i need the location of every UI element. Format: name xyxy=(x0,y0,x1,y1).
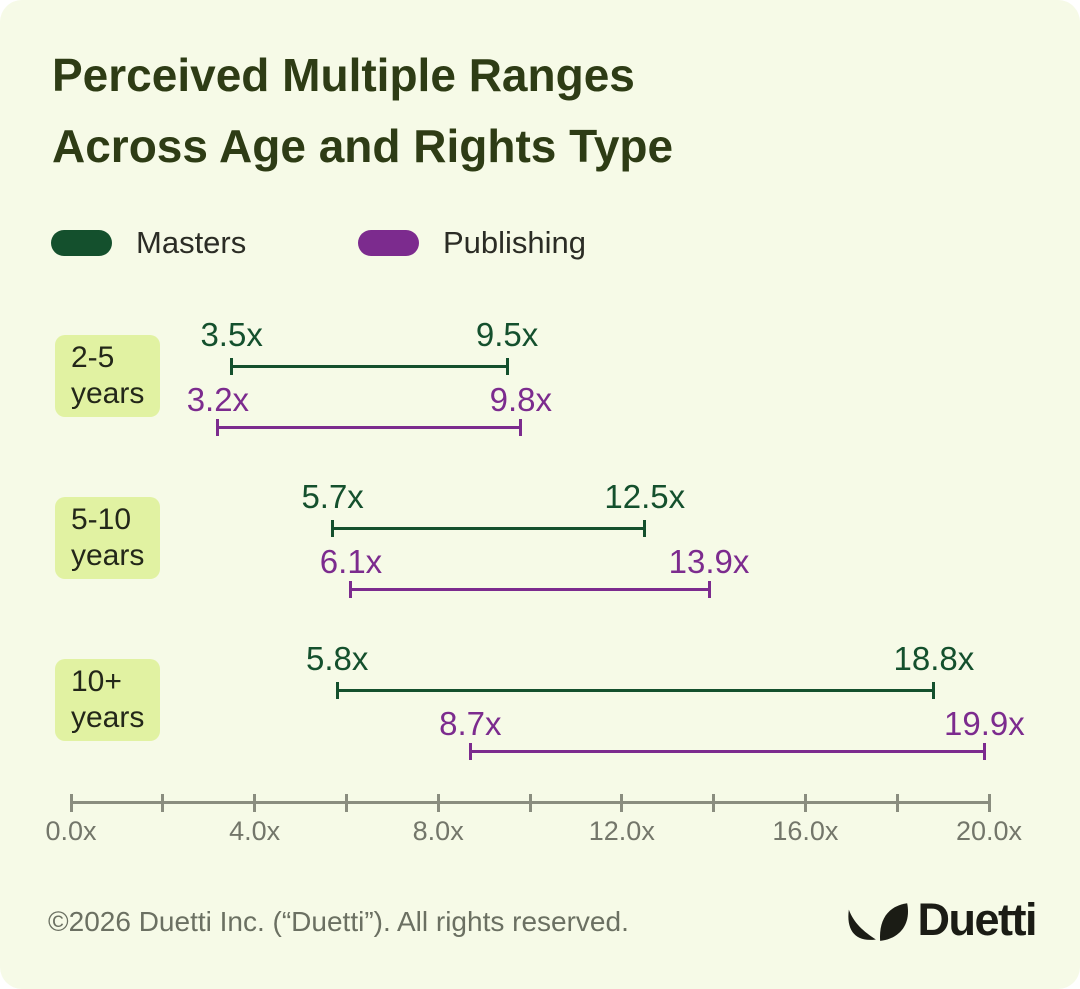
range-min-label-publishing: 8.7x xyxy=(439,705,502,742)
axis-tick xyxy=(895,794,899,812)
range-min-label-masters: 5.7x xyxy=(301,478,364,515)
page-title-line-2: Across Age and Rights Type xyxy=(52,120,674,172)
brand-logo: Duetti xyxy=(846,896,1037,944)
range-min-label-masters: 5.8x xyxy=(306,640,369,677)
axis-tick-label: 16.0x xyxy=(772,816,839,846)
axis-tick xyxy=(69,794,73,812)
axis-tick xyxy=(803,794,807,812)
axis-tick xyxy=(620,794,624,812)
range-min-label-publishing: 6.1x xyxy=(319,543,383,580)
axis-tick xyxy=(987,794,991,812)
masters-swatch xyxy=(51,230,112,256)
page-title-line-1: Perceived Multiple Ranges xyxy=(52,49,635,101)
range-max-label-masters: 18.8x xyxy=(893,640,975,677)
age-group-chip-line: years xyxy=(71,701,145,734)
range-bar-masters xyxy=(331,520,647,537)
axis-tick-label: 4.0x xyxy=(229,816,281,846)
axis-tick xyxy=(712,794,716,812)
copyright-text: ©2026 Duetti Inc. (“Duetti”). All rights… xyxy=(48,906,629,937)
legend-item-masters: Masters xyxy=(51,227,246,259)
range-max-label-publishing: 9.8x xyxy=(489,381,552,418)
age-group-chip: 5-10 years xyxy=(55,497,161,579)
range-bar-publishing xyxy=(468,743,986,760)
range-bar-masters xyxy=(335,682,936,699)
duetti-wordmark: Duetti xyxy=(917,894,1038,945)
range-max-label-publishing: 19.9x xyxy=(944,705,1025,742)
axis-tick-label: 0.0x xyxy=(45,816,97,846)
age-group-chip-line: 5-10 xyxy=(71,503,132,536)
range-max-label-masters: 12.5x xyxy=(604,478,686,515)
publishing-swatch xyxy=(358,230,419,256)
axis-tick xyxy=(436,794,440,812)
range-bar-publishing xyxy=(349,581,711,598)
axis-tick-label: 8.0x xyxy=(412,816,464,846)
range-min-label-masters: 3.5x xyxy=(200,316,263,353)
age-group-chip-line: 2-5 xyxy=(71,341,115,374)
page-title: Perceived Multiple Ranges Across Age and… xyxy=(52,40,673,182)
legend-item-publishing: Publishing xyxy=(358,227,586,259)
range-max-label-masters: 9.5x xyxy=(475,316,539,353)
axis-tick xyxy=(253,794,257,812)
axis-tick-label: 12.0x xyxy=(588,816,655,846)
age-group-chip: 10+ years xyxy=(55,659,161,741)
axis-tick xyxy=(344,794,348,812)
age-group-chip-line: 10+ xyxy=(71,665,122,698)
legend-label-publishing: Publishing xyxy=(443,225,587,260)
age-group-chip-line: years xyxy=(71,377,145,410)
range-min-label-publishing: 3.2x xyxy=(186,381,250,418)
duetti-leaves-icon xyxy=(847,903,908,941)
age-group-chip: 2-5 years xyxy=(55,335,161,417)
axis-tick xyxy=(161,794,165,812)
age-group-chip-line: years xyxy=(71,539,145,572)
axis-tick xyxy=(528,794,532,812)
axis-tick-label: 20.0x xyxy=(955,816,1023,846)
range-bar-masters xyxy=(230,358,509,375)
legend-label-masters: Masters xyxy=(136,225,247,260)
range-max-label-publishing: 13.9x xyxy=(668,543,750,580)
range-bar-publishing xyxy=(216,419,523,436)
